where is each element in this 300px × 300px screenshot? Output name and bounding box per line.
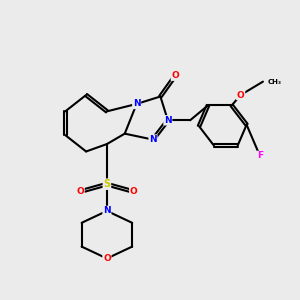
Text: CH₃: CH₃: [267, 79, 281, 85]
Text: F: F: [257, 152, 263, 160]
Text: N: N: [103, 206, 111, 215]
Text: O: O: [171, 71, 179, 80]
Text: N: N: [164, 116, 172, 125]
Text: N: N: [149, 135, 157, 144]
Text: O: O: [130, 187, 137, 196]
Text: S: S: [103, 179, 110, 189]
Text: O: O: [76, 187, 84, 196]
Text: O: O: [103, 254, 111, 263]
Text: O: O: [237, 91, 244, 100]
Text: N: N: [133, 99, 140, 108]
